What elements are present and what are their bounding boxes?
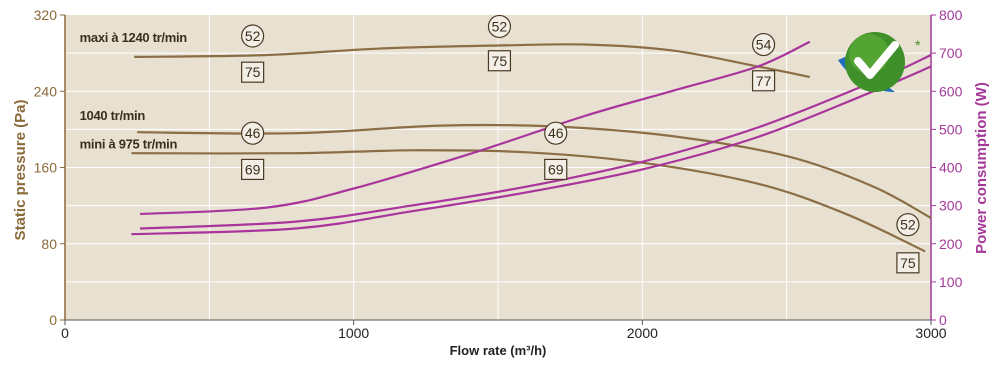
y-left-tick-label: 0 (49, 312, 57, 328)
annotation-value: 75 (900, 255, 916, 271)
curve-labels: maxi à 1240 tr/min 1040 tr/min mini à 975 … (80, 30, 188, 152)
sound-level-square (896, 252, 920, 274)
sound-power-circle (751, 32, 776, 57)
x-tick-label: 0 (61, 325, 69, 341)
annotation-value: 46 (245, 125, 261, 141)
sound-power-circle (487, 14, 512, 39)
y-right-tick-label: 0 (939, 312, 947, 328)
sound-level-square (241, 61, 265, 83)
annotation-value: 75 (245, 64, 261, 80)
x-tick-label: 2000 (627, 325, 658, 341)
power-curve-1 (140, 40, 811, 216)
y-left-tick-label: 160 (34, 160, 58, 176)
sound-level-square (241, 158, 265, 181)
y-right-tick-label: 700 (939, 45, 963, 61)
curve-label: mini à 975 tr/min (80, 137, 178, 152)
pressure-curve-2 (137, 123, 932, 219)
sound-power-circle (241, 121, 265, 145)
annotation-value: 77 (756, 73, 772, 89)
y-left-tick-label: 240 (34, 83, 58, 99)
sound-power-circle (544, 121, 568, 145)
ticks: 0 1000 2000 3000080160240320010020030040050… (34, 7, 963, 341)
y-right-tick-label: 400 (939, 160, 963, 176)
sound-power-circle (241, 24, 265, 48)
annotation-value: 52 (492, 18, 508, 34)
annotations: 52 75 52 75 54 77 46 69 46 69 52 75 (241, 14, 920, 274)
y-right-tick-label: 200 (939, 236, 963, 252)
annotation-value: 69 (548, 161, 564, 177)
badge-check (854, 41, 899, 79)
sound-power-circle (896, 213, 920, 237)
y-axis-left-title: Static pressure (Pa) (12, 100, 29, 241)
pressure-curves (131, 43, 932, 253)
sound-level-square (751, 70, 776, 92)
y-left-tick-label: 320 (34, 7, 58, 23)
sound-level-square (544, 158, 568, 181)
y-right-tick-label: 800 (939, 7, 963, 23)
annotation-value: 52 (245, 28, 261, 44)
sound-level-square (487, 50, 512, 72)
annotation-value: 46 (548, 125, 564, 141)
y-left-tick-label: 80 (41, 236, 57, 252)
annotation-value: 54 (756, 37, 772, 53)
curve-label: 1040 tr/min (80, 108, 146, 123)
y-right-tick-label: 300 (939, 198, 963, 214)
pressure-curve-3 (131, 149, 926, 253)
power-curve-3 (131, 65, 932, 236)
x-tick-label: 1000 (338, 325, 369, 341)
curve-label: maxi à 1240 tr/min (80, 30, 188, 45)
badge-mark: * (915, 37, 921, 53)
x-tick-label: 3000 (915, 325, 946, 341)
annotation-value: 52 (900, 217, 916, 233)
y-right-tick-label: 600 (939, 83, 963, 99)
y-right-tick-label: 100 (939, 274, 963, 290)
x-axis-title: Flow rate (m³/h) (450, 343, 547, 358)
y-right-tick-label: 500 (939, 121, 963, 137)
pressure-curve-1 (134, 43, 811, 79)
y-axis-right-title: Power consumption (W) (973, 82, 990, 254)
annotation-value: 75 (492, 53, 508, 69)
certification-badge: * (838, 32, 921, 92)
annotation-value: 69 (245, 161, 261, 177)
